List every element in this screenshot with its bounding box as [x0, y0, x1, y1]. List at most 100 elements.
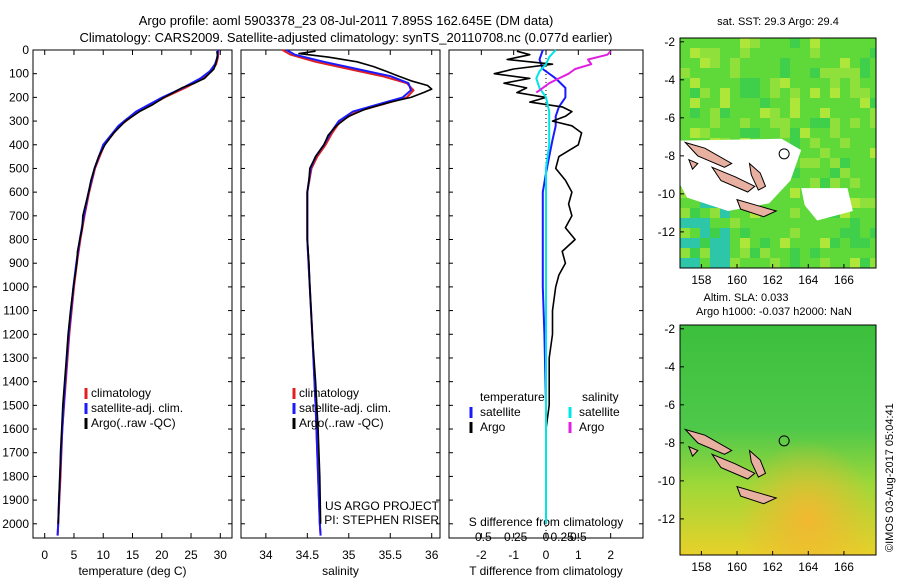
map-y-tick-label: -2 [664, 322, 675, 336]
depth-tick-label: 1400 [2, 375, 29, 389]
sst-cell [740, 128, 750, 138]
sst-cell [700, 248, 710, 258]
sst-cell [730, 58, 740, 68]
sst-cell [760, 238, 770, 248]
sst-cell [840, 228, 850, 238]
panel-frame-temperature [32, 49, 233, 539]
sst-cell [760, 98, 770, 108]
sst-cell [820, 258, 830, 268]
sst-cell [740, 238, 750, 248]
credit-text: ©IMOS 03-Aug-2017 05:04:41 [884, 403, 896, 552]
legend-label-temperature: climatology [91, 386, 151, 400]
sst-cell [870, 108, 876, 118]
sst-cell [860, 68, 870, 78]
depth-tick-label: 900 [9, 256, 29, 270]
sst-cell [840, 68, 850, 78]
sst-cell [770, 118, 780, 128]
sst-cell [690, 238, 700, 248]
sst-cell [790, 248, 800, 258]
island-shape [736, 198, 778, 218]
sst-cell [860, 198, 870, 208]
sst-cell [860, 98, 870, 108]
map-y-tick-label: -12 [658, 225, 676, 239]
sst-cell [790, 138, 800, 148]
map-title-sla: Altim. SLA: 0.033 [704, 292, 789, 304]
depth-tick-label: 600 [9, 185, 29, 199]
sst-cell [710, 108, 720, 118]
sst-cell [860, 238, 870, 248]
sst-cell [740, 38, 750, 48]
series-salinity-satellite-adj-clim- [286, 49, 412, 536]
map-y-tick-label: -8 [664, 149, 675, 163]
sst-cell [790, 128, 800, 138]
diff-legend-label: Argo [579, 420, 605, 434]
map-y-tick-label: -4 [664, 360, 675, 374]
island-shape [748, 162, 767, 191]
map-x-tick-label: 166 [834, 560, 854, 574]
sst-cell [770, 78, 780, 88]
depth-tick-label: 400 [9, 138, 29, 152]
sst-cell [760, 248, 770, 258]
island-shape [683, 428, 733, 455]
sst-cell [710, 238, 720, 248]
sst-cell [810, 88, 820, 98]
sst-cell [820, 178, 830, 188]
sst-cell [690, 248, 700, 258]
depth-tick-label: 500 [9, 161, 29, 175]
sst-cell [750, 78, 760, 88]
header-line2: Climatology: CARS2009. Satellite-adjuste… [79, 30, 612, 45]
sst-cell [690, 258, 700, 268]
island-shape [748, 449, 767, 478]
sst-cell [850, 228, 860, 238]
sst-cell [680, 228, 690, 238]
legend-label-salinity: climatology [299, 386, 359, 400]
sst-cell [860, 58, 870, 68]
depth-tick-label: 0 [22, 43, 29, 57]
x-tick-label-salinity: 34 [259, 548, 273, 562]
sst-cell [870, 98, 876, 108]
series-difference-s-argo [535, 50, 612, 94]
map-x-tick-label: 158 [691, 273, 711, 287]
depth-tick-label: 1600 [2, 422, 29, 436]
island-shape [710, 453, 756, 480]
island-shape [736, 485, 778, 505]
sst-cell [800, 158, 810, 168]
x-tick-label-difference: -2 [476, 548, 487, 562]
s-tick-label: -0.25 [500, 530, 528, 544]
sst-cell [850, 198, 860, 208]
map-y-tick-label: -4 [664, 73, 675, 87]
map-y-tick-label: -10 [658, 474, 676, 488]
series-difference-s-satellite [535, 49, 557, 524]
legend-label-salinity: satellite-adj. clim. [299, 401, 391, 415]
series-temperature-argo-raw-qc- [57, 51, 219, 524]
sst-cell [830, 118, 840, 128]
x-tick-label-difference: 2 [607, 548, 614, 562]
sst-cell [860, 258, 870, 268]
sst-cell [840, 138, 850, 148]
sst-cell [830, 168, 840, 178]
panel-salinity: 34 34.5 35 35.5 36 salinity climatologysatelli… [240, 49, 441, 578]
sst-cell [750, 248, 760, 258]
sst-cell [720, 108, 730, 118]
sst-cell [850, 218, 860, 228]
map-x-tick-label: 166 [834, 273, 854, 287]
x-tick-label-difference: -1 [508, 548, 519, 562]
sst-cell [700, 88, 710, 98]
sst-cell [720, 208, 730, 218]
map-x-tick-label: 160 [727, 273, 747, 287]
sst-cell [710, 258, 720, 268]
sst-cell [840, 58, 850, 68]
sst-cell [720, 258, 730, 268]
sst-cell [820, 118, 830, 128]
map-title: sat. SST: 29.3 Argo: 29.4 [717, 16, 839, 28]
sst-cell [790, 88, 800, 98]
island-shape [688, 158, 699, 171]
sst-cell [710, 208, 720, 218]
s-tick-label: -0.5 [471, 530, 492, 544]
sst-cell [680, 208, 690, 218]
map-x-tick-label: 162 [763, 273, 783, 287]
sst-cell [730, 258, 740, 268]
sst-cell [740, 248, 750, 258]
sst-cell [810, 48, 820, 58]
sst-cell [830, 88, 840, 98]
